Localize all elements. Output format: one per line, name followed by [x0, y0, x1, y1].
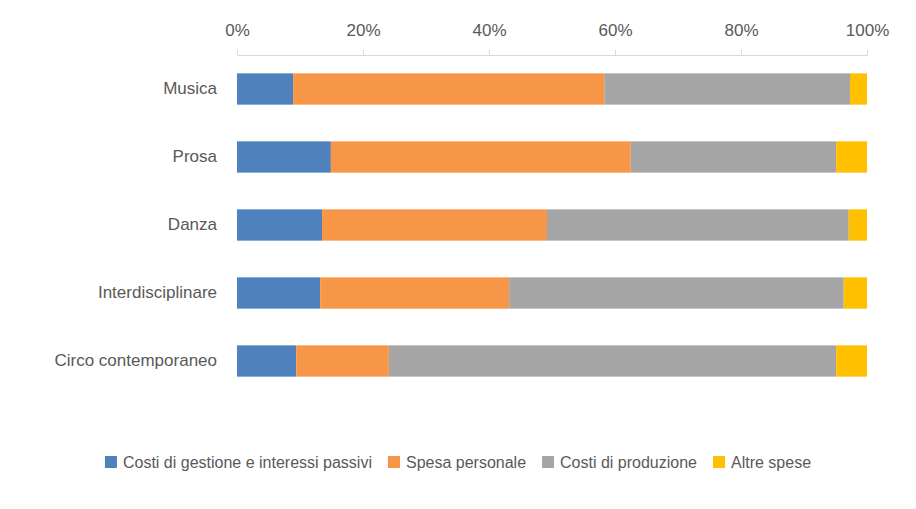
- x-axis: 0% 20% 40% 60% 80% 100%: [225, 21, 889, 56]
- tick-mark: [615, 50, 616, 55]
- legend-label: Costi di produzione: [560, 454, 697, 471]
- bar: [509, 277, 844, 308]
- legend-item: Costi di gestione e interessi passivi: [105, 454, 372, 471]
- legend-label: Spesa personale: [406, 454, 526, 471]
- plot: 0% 20% 40% 60% 80% 100% Musica Prosa Danza Interd…: [54, 21, 889, 377]
- bar: [293, 73, 604, 104]
- bar: [331, 141, 631, 172]
- tick: 0%: [225, 21, 250, 55]
- bar: [849, 209, 867, 240]
- bar: [237, 209, 322, 240]
- tick-mark: [489, 50, 490, 55]
- tick-mark: [363, 50, 364, 55]
- series: [389, 73, 850, 376]
- chart: 0% 20% 40% 60% 80% 100% Musica Prosa Danza Interd…: [0, 0, 916, 509]
- category-tick: Danza: [168, 215, 237, 234]
- tick: 40%: [472, 21, 506, 55]
- bar: [631, 141, 836, 172]
- bar: [296, 345, 389, 376]
- legend-swatch: [388, 456, 400, 468]
- legend-label: Altre spese: [731, 454, 811, 471]
- series: [237, 73, 331, 376]
- tick: 80%: [724, 21, 758, 55]
- bars: [237, 73, 867, 376]
- bar: [389, 345, 836, 376]
- tick-label: 0%: [225, 21, 250, 40]
- bar: [322, 209, 547, 240]
- tick-label: 100%: [846, 21, 889, 40]
- legend-swatch: [105, 456, 117, 468]
- tick: 60%: [598, 21, 632, 55]
- legend-item: Altre spese: [713, 454, 811, 471]
- category-tick: Musica: [163, 79, 237, 98]
- bar: [237, 277, 320, 308]
- bar: [850, 73, 867, 104]
- bar: [836, 141, 867, 172]
- bar: [237, 141, 331, 172]
- bar: [547, 209, 849, 240]
- legend-swatch: [713, 456, 725, 468]
- tick-mark: [741, 50, 742, 55]
- legend-item: Costi di produzione: [542, 454, 697, 471]
- legend-item: Spesa personale: [388, 454, 526, 471]
- legend-swatch: [542, 456, 554, 468]
- bar: [237, 73, 293, 104]
- tick: 100%: [846, 21, 889, 55]
- series: [836, 73, 867, 376]
- tick-label: 20%: [346, 21, 380, 40]
- category-tick: Interdisciplinare: [98, 283, 237, 302]
- y-axis: Musica Prosa Danza Interdisciplinare Circo c…: [54, 79, 237, 370]
- category-label: Musica: [163, 79, 217, 98]
- axis-line: [238, 55, 868, 56]
- tick-label: 40%: [472, 21, 506, 40]
- bar: [844, 277, 867, 308]
- category-tick: Circo contemporaneo: [54, 351, 237, 370]
- tick-label: 80%: [724, 21, 758, 40]
- tick: 20%: [346, 21, 380, 55]
- bar: [320, 277, 509, 308]
- tick-mark: [237, 50, 238, 55]
- category-label: Interdisciplinare: [98, 283, 217, 302]
- category-label: Prosa: [173, 147, 218, 166]
- bar: [237, 345, 296, 376]
- tick-label: 60%: [598, 21, 632, 40]
- legend: Costi di gestione e interessi passivi Spe…: [105, 454, 811, 471]
- legend-label: Costi di gestione e interessi passivi: [123, 454, 372, 471]
- bar: [604, 73, 850, 104]
- category-label: Danza: [168, 215, 218, 234]
- tick-mark: [867, 50, 868, 55]
- bar: [836, 345, 867, 376]
- category-tick: Prosa: [173, 147, 237, 166]
- category-label: Circo contemporaneo: [54, 351, 217, 370]
